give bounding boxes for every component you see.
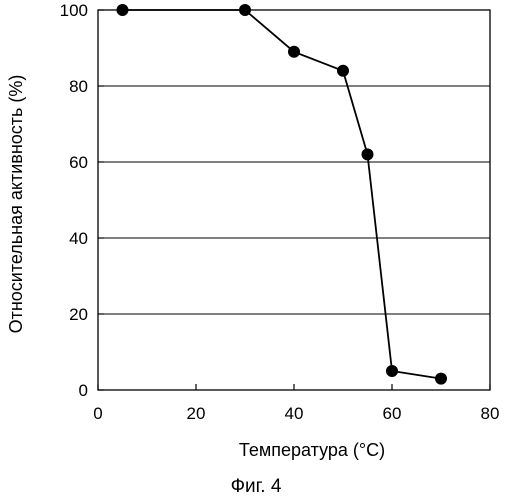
data-point <box>362 148 374 160</box>
data-point <box>435 373 447 385</box>
series-line <box>123 10 442 379</box>
x-tick-label: 20 <box>187 404 206 423</box>
data-point <box>337 65 349 77</box>
y-tick-label: 100 <box>60 1 88 20</box>
x-tick-label: 40 <box>285 404 304 423</box>
x-tick-label: 80 <box>481 404 500 423</box>
grid-lines <box>98 86 490 314</box>
y-tick-label: 20 <box>69 305 88 324</box>
data-point <box>288 46 300 58</box>
x-tick-label: 60 <box>383 404 402 423</box>
data-point <box>239 4 251 16</box>
x-axis-label: Температура (°C) <box>239 440 385 460</box>
x-tick-label: 0 <box>93 404 102 423</box>
data-point <box>117 4 129 16</box>
axis-ticks: 0 20 40 60 80 100 0 20 40 60 80 <box>60 1 500 423</box>
data-point <box>386 365 398 377</box>
y-axis-label: Относительная активность (%) <box>6 75 26 334</box>
series <box>117 4 448 385</box>
y-tick-label: 80 <box>69 77 88 96</box>
figure-caption: Фиг. 4 <box>231 476 282 497</box>
plot-frame <box>98 10 490 390</box>
y-tick-label: 0 <box>79 381 88 400</box>
y-tick-label: 40 <box>69 229 88 248</box>
y-tick-label: 60 <box>69 153 88 172</box>
